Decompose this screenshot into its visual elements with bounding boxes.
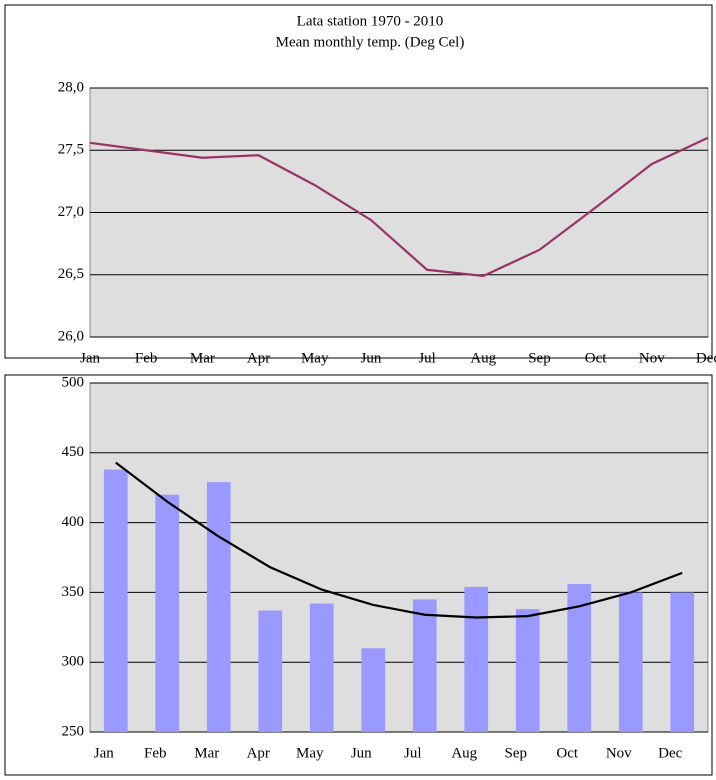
y-tick-label: 27,0 [58, 204, 84, 220]
bar [567, 584, 592, 732]
x-tick-label: May [301, 350, 329, 366]
x-tick-label: Sep [505, 745, 528, 761]
x-tick-label: Dec [658, 745, 682, 761]
x-tick-label: Jan [80, 350, 100, 366]
y-tick-label: 400 [62, 514, 85, 530]
x-tick-label: Nov [639, 350, 665, 366]
x-tick-label: Aug [451, 745, 477, 761]
chart-subtitle: Mean monthly temp. (Deg Cel) [276, 34, 465, 50]
x-tick-label: Mar [194, 745, 219, 761]
x-tick-label: May [296, 745, 324, 761]
bar [206, 482, 231, 732]
y-tick-label: 26,0 [58, 328, 84, 344]
y-tick-label: 250 [62, 723, 85, 739]
x-tick-label: Jul [418, 350, 436, 366]
y-tick-label: 28,0 [58, 79, 84, 95]
x-tick-label: Oct [556, 745, 578, 761]
x-tick-label: Jan [94, 745, 114, 761]
bar [103, 469, 128, 732]
x-tick-label: Mar [190, 350, 215, 366]
line [115, 461, 683, 619]
bar [464, 586, 489, 732]
bar [155, 494, 180, 732]
plot-area [89, 382, 709, 733]
x-tick-label: Apr [247, 745, 270, 761]
x-tick-label: Apr [247, 350, 270, 366]
x-tick-label: Oct [585, 350, 607, 366]
bar [309, 603, 334, 732]
y-tick-label: 450 [62, 444, 85, 460]
x-tick-label: Jun [360, 350, 381, 366]
bar [515, 609, 540, 732]
x-tick-label: Jun [351, 745, 372, 761]
x-tick-label: Nov [606, 745, 632, 761]
x-tick-label: Feb [135, 350, 158, 366]
line [89, 136, 709, 278]
y-tick-label: 350 [62, 584, 85, 600]
x-tick-label: Feb [144, 745, 167, 761]
x-tick-label: Aug [470, 350, 496, 366]
y-tick-label: 27,5 [58, 142, 84, 158]
x-tick-label: Sep [528, 350, 551, 366]
bar [258, 610, 283, 732]
chart-title: Lata station 1970 - 2010 [297, 13, 444, 29]
bar [670, 592, 695, 732]
bar [361, 648, 386, 732]
y-tick-label: 300 [62, 654, 85, 670]
y-tick-label: 500 [62, 374, 85, 390]
bar [618, 592, 643, 732]
bar [412, 599, 437, 732]
y-tick-label: 26,5 [58, 266, 84, 282]
x-tick-label: Dec [696, 350, 716, 366]
x-tick-label: Jul [404, 745, 422, 761]
